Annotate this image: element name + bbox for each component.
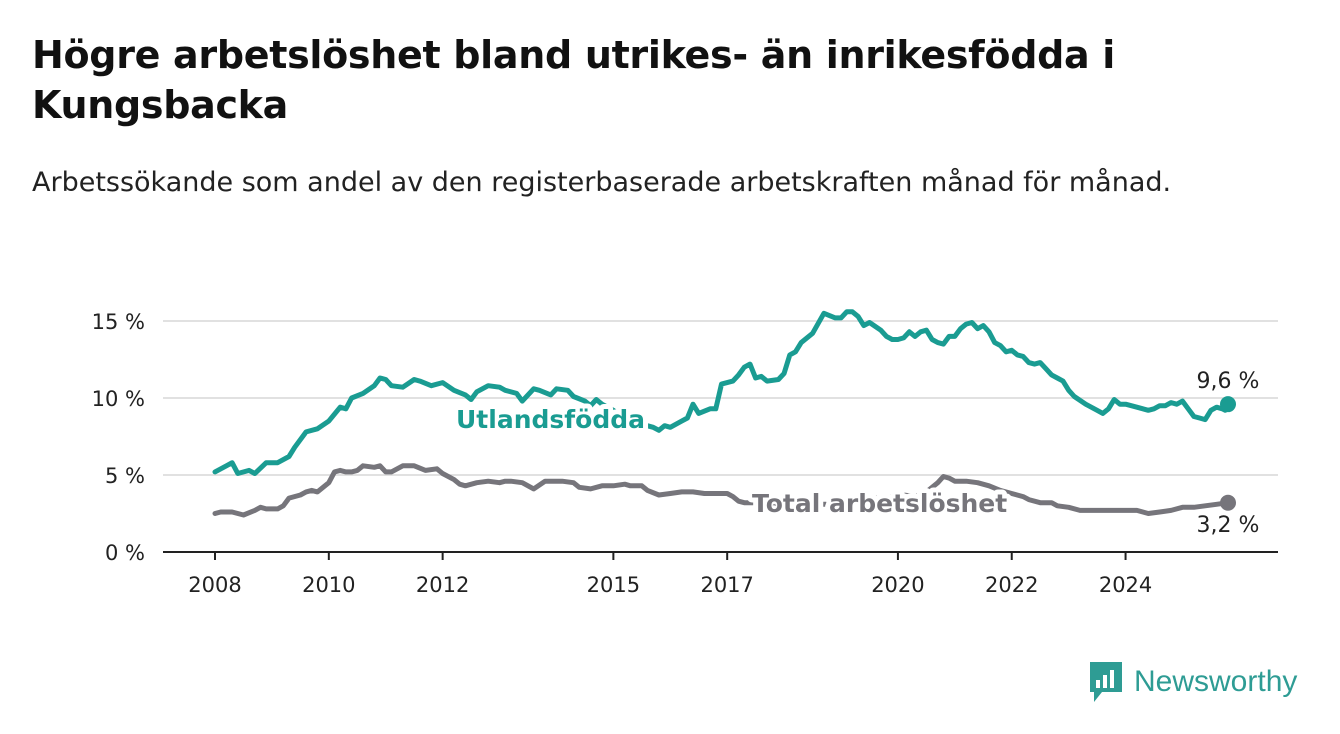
x-tick-label: 2017 [700,573,753,597]
series-label-1: Total arbetslöshet [752,489,1007,518]
x-tick-label: 2010 [302,573,355,597]
bar-chart-speech-icon [1090,662,1122,702]
y-tick-label: 10 % [92,387,145,411]
x-tick-label: 2020 [871,573,924,597]
series-line-1 [212,463,1231,518]
series-layer [212,309,1236,518]
y-tick-label: 5 % [105,464,145,488]
x-axis-ticks: 2008 2010 2012 2015 2017 2020 2022 2024 [163,551,1278,597]
y-axis-ticks: 0 % 5 % 10 % 15 % [92,310,145,565]
series-end-point-0 [1220,396,1236,413]
x-tick-label: 2022 [985,573,1038,597]
chart-title: Högre arbetslöshet bland utrikes- än inr… [32,33,1115,127]
y-tick-label: 0 % [105,541,145,565]
series-end-point-1 [1220,494,1236,511]
x-tick-label: 2024 [1099,573,1152,597]
series-end-label-0: 9,6 % [1197,369,1260,394]
x-tick-label: 2008 [188,573,241,597]
series-line-0 [212,309,1231,476]
x-tick-label: 2015 [587,573,640,597]
brand-name: Newsworthy [1134,665,1298,698]
x-tick-label: 2012 [416,573,469,597]
series-end-label-1: 3,2 % [1197,513,1260,538]
y-tick-label: 15 % [92,310,145,334]
label-layer: Utlandsfödda Total arbetslöshet 9,6 % 3,2 % [451,369,1260,538]
chart-subtitle: Arbetssökande som andel av den registerb… [32,167,1172,198]
series-label-0: Utlandsfödda [456,405,645,434]
brand-logo: Newsworthy [1088,660,1297,704]
